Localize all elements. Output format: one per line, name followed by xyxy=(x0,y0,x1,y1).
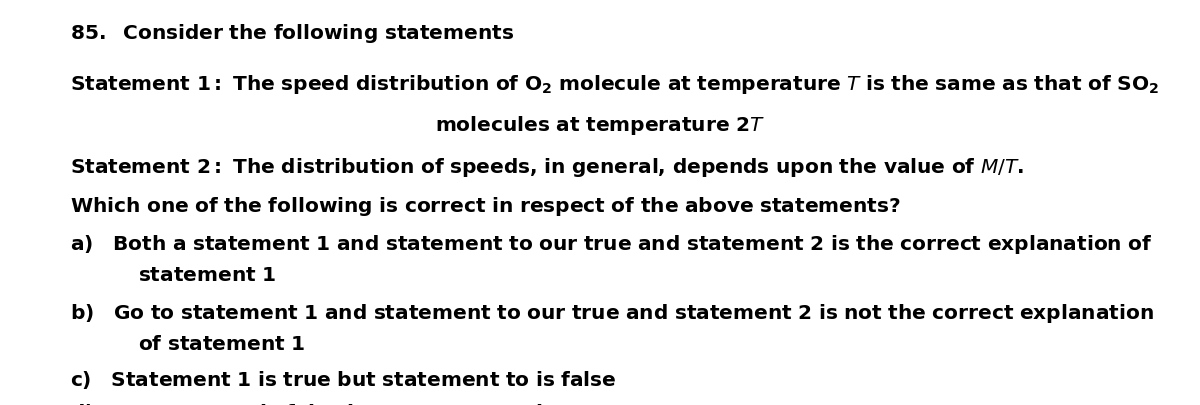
Text: $\mathbf{a)\ \ \ Both\ a\ statement\ 1\ and\ statement\ to\ our\ true\ and\ stat: $\mathbf{a)\ \ \ Both\ a\ statement\ 1\ … xyxy=(70,233,1152,256)
Text: $\mathbf{Which\ one\ of\ the\ following\ is\ correct\ in\ respect\ of\ the\ abov: $\mathbf{Which\ one\ of\ the\ following\… xyxy=(70,194,900,217)
Text: $\mathbf{c)\ \ \ Statement\ 1\ is\ true\ but\ statement\ to\ is\ false}$: $\mathbf{c)\ \ \ Statement\ 1\ is\ true\… xyxy=(70,369,617,390)
Text: $\mathbf{of\ statement\ 1}$: $\mathbf{of\ statement\ 1}$ xyxy=(138,334,305,353)
Text: $\mathbf{85.\ \ Consider\ the\ following\ statements}$: $\mathbf{85.\ \ Consider\ the\ following… xyxy=(70,22,514,45)
Text: $\mathbf{d)\ \ \ Statement\ 1\ is\ false\ but\ statement\ 2\ is\ true}$: $\mathbf{d)\ \ \ Statement\ 1\ is\ false… xyxy=(70,401,610,405)
Text: $\mathbf{b)\ \ \ Go\ to\ statement\ 1\ and\ statement\ to\ our\ true\ and\ state: $\mathbf{b)\ \ \ Go\ to\ statement\ 1\ a… xyxy=(70,302,1153,325)
Text: $\mathbf{Statement\ 1:\ The\ speed\ distribution\ of\ O}_{\mathbf{2}}\mathbf{\ m: $\mathbf{Statement\ 1:\ The\ speed\ dist… xyxy=(70,73,1158,96)
Text: $\mathbf{statement\ 1}$: $\mathbf{statement\ 1}$ xyxy=(138,265,276,284)
Text: $\mathbf{molecules\ at\ temperature\ 2}\mathbf{\mathit{T}}$: $\mathbf{molecules\ at\ temperature\ 2}\… xyxy=(436,113,764,136)
Text: $\mathbf{Statement\ 2:\ The\ distribution\ of\ speeds{,}\ in\ general{,}\ depend: $\mathbf{Statement\ 2:\ The\ distributio… xyxy=(70,156,1024,179)
